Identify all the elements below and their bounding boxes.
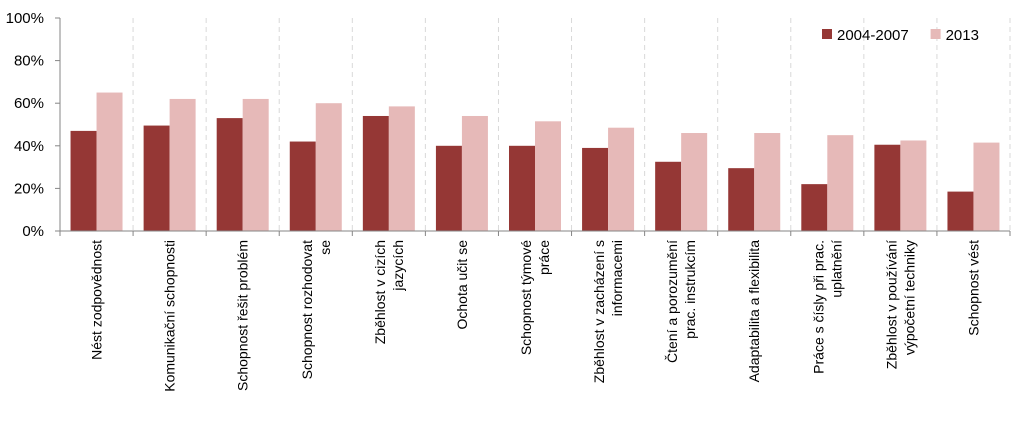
bar-2004-2007 <box>216 118 243 231</box>
category-label: Nést zodpovědnost <box>89 240 105 360</box>
bar-2013 <box>608 127 635 231</box>
bar-2013 <box>388 106 415 231</box>
category-label-line: Adaptabilita a flexibilita <box>746 240 762 383</box>
category-label-line: výpočetní techniky <box>901 240 917 355</box>
category-label-line: prac. instrukcím <box>682 240 698 339</box>
category-label: Zběhlost v zacházení s informacemi <box>591 240 625 383</box>
y-tick-label: 0% <box>22 223 44 240</box>
category-label-line: Schopnost rozhodovat <box>299 240 315 379</box>
bar-2013 <box>754 133 781 231</box>
category-label-line: práce <box>536 240 552 275</box>
bar-2013 <box>681 133 708 231</box>
axis-layer <box>55 17 1011 236</box>
bar-2004-2007 <box>362 115 389 231</box>
category-label-line: Zběhlost v cizích <box>372 240 388 344</box>
bars-layer <box>70 92 1000 231</box>
category-label-line: uplatnění <box>828 240 844 298</box>
bar-2004-2007 <box>655 161 682 231</box>
bar-2004-2007 <box>582 147 609 231</box>
category-label: Čtení a porozumění prac. instrukcím <box>664 240 698 363</box>
category-label: Schopnost řešit problém <box>235 240 251 391</box>
y-tick-label: 60% <box>14 95 44 112</box>
bar-2004-2007 <box>874 144 901 231</box>
category-label-line: Čtení a porozumění <box>664 240 680 363</box>
y-tick-label: 100% <box>6 10 44 27</box>
category-label: Ochota učit se <box>454 240 470 330</box>
legend-entry-label: 2004-2007 <box>837 27 909 44</box>
bar-2013 <box>169 98 196 231</box>
bar-2013 <box>315 103 342 231</box>
bar-2004-2007 <box>728 168 755 231</box>
x-axis-category-labels: Nést zodpovědnost Komunikační schopnosti S… <box>89 240 982 392</box>
bar-2013 <box>827 135 854 231</box>
legend-entry-label: 2013 <box>946 27 979 44</box>
category-label-line: Komunikační schopnosti <box>162 240 178 392</box>
bar-2004-2007 <box>435 145 462 231</box>
category-label-line: jazycích <box>390 240 406 292</box>
category-label-line: Ochota učit se <box>454 240 470 330</box>
bar-2004-2007 <box>70 130 97 231</box>
category-label-line: se <box>317 240 333 255</box>
bar-2004-2007 <box>801 184 828 231</box>
bar-2004-2007 <box>289 141 316 231</box>
bar-2004-2007 <box>509 145 535 231</box>
category-label: Zběhlost v používání výpočetní techniky <box>883 240 917 369</box>
category-label-line: Nést zodpovědnost <box>89 240 105 360</box>
category-label: Zběhlost v cizích jazycích <box>372 240 406 344</box>
y-tick-label: 80% <box>14 53 44 70</box>
y-axis-tick-labels: 0% 20% 40% 60% 80% 100% <box>6 10 44 240</box>
category-label: Adaptabilita a flexibilita <box>746 240 762 383</box>
category-label-line: Zběhlost v zacházení s <box>591 240 607 383</box>
category-label-line: Zběhlost v používání <box>883 240 899 369</box>
category-label: Schopnost rozhodovat se <box>299 240 333 380</box>
category-label: Schopnost vést <box>965 240 981 336</box>
bar-2004-2007 <box>143 125 170 231</box>
category-label-line: Schopnost řešit problém <box>235 240 251 391</box>
category-label: Práce s čísly při prac. uplatnění <box>810 240 844 374</box>
bar-2013 <box>535 121 561 231</box>
category-label: Schopnost týmové práce <box>518 240 552 355</box>
bar-2013 <box>242 98 269 231</box>
category-label-line: informacemi <box>609 240 625 316</box>
legend-swatch <box>930 29 941 39</box>
category-label-line: Schopnost vést <box>965 240 981 336</box>
category-label-line: Schopnost týmové <box>518 240 534 355</box>
bar-2013 <box>900 140 927 231</box>
legend: 2004-2007 2013 <box>822 27 979 44</box>
legend-swatch <box>822 29 832 39</box>
bar-2013 <box>461 115 488 231</box>
bar-2013 <box>96 92 123 231</box>
y-tick-label: 20% <box>14 180 44 197</box>
bar-2004-2007 <box>947 191 974 231</box>
bar-2013 <box>973 142 1000 231</box>
y-tick-label: 40% <box>14 138 44 155</box>
category-label-line: Práce s čísly při prac. <box>810 240 826 374</box>
category-label: Komunikační schopnosti <box>162 240 178 392</box>
